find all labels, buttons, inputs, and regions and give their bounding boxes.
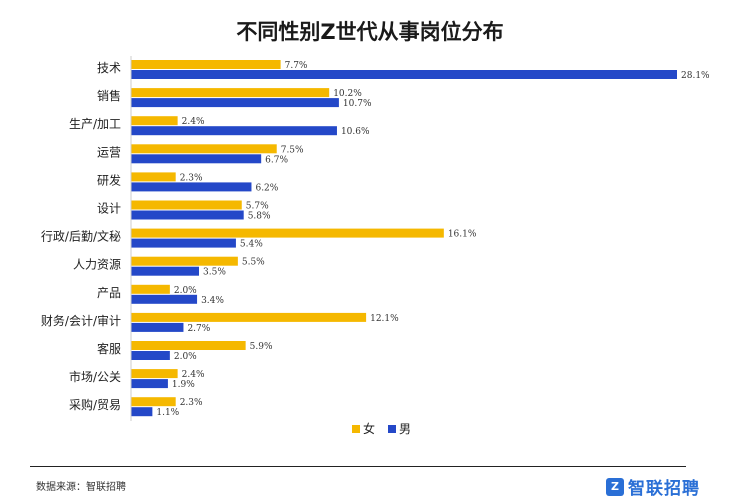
bar-male <box>131 182 252 192</box>
brand-logo: Z 智联招聘 <box>606 474 700 499</box>
data-label: 5.5% <box>242 258 265 268</box>
category-label: 技术 <box>97 61 121 75</box>
data-source-note: 数据来源：智联招聘 <box>36 482 126 493</box>
data-label: 3.5% <box>203 268 226 278</box>
legend-label: 男 <box>399 422 411 436</box>
data-label: 2.0% <box>174 352 197 362</box>
bar-series <box>131 60 677 417</box>
category-label: 产品 <box>97 286 121 300</box>
legend-swatch-female <box>352 425 360 433</box>
data-label: 2.7% <box>187 324 210 334</box>
data-label: 5.8% <box>248 212 271 222</box>
data-label: 10.6% <box>341 127 370 137</box>
bar-male <box>131 294 198 304</box>
data-label: 10.2% <box>333 89 362 99</box>
data-label: 2.4% <box>182 370 205 380</box>
data-label: 5.4% <box>240 240 263 250</box>
bar-female <box>131 228 444 238</box>
category-label: 客服 <box>97 341 121 356</box>
bar-male <box>131 98 339 108</box>
data-label: 2.4% <box>182 117 205 127</box>
bar-female <box>131 88 330 98</box>
bar-female <box>131 397 176 407</box>
bar-female <box>131 312 367 322</box>
bar-female <box>131 144 277 154</box>
brand-name: 智联招聘 <box>628 479 700 499</box>
category-label: 运营 <box>97 145 121 159</box>
data-label: 5.9% <box>250 342 273 352</box>
legend-swatch-male <box>388 425 396 433</box>
value-labels: 7.7% 28.1% 10.2%10.7% 2.4% 10.6% 7.5%6.7% 2.3%… <box>156 61 710 418</box>
category-label: 行政/后勤/文秘 <box>41 229 121 244</box>
data-label: 2.3% <box>180 398 203 408</box>
data-label: 10.7% <box>343 99 372 109</box>
data-label: 12.1% <box>370 314 399 324</box>
bar-male <box>131 266 200 276</box>
bar-male <box>131 126 337 136</box>
bar-male <box>131 379 168 389</box>
bar-female <box>131 116 178 126</box>
data-label: 6.7% <box>265 155 288 165</box>
bar-female <box>131 172 176 182</box>
category-label: 销售 <box>97 88 121 103</box>
bar-female <box>131 60 281 69</box>
data-label: 5.7% <box>246 202 269 212</box>
bar-chart: 技术销售生产/加工运营研发设计行政/后勤/文秘人力资源产品财务/会计/审计客服市… <box>41 56 710 436</box>
category-label: 设计 <box>97 202 121 216</box>
chart-title: 不同性别Z世代从事岗位分布 <box>236 20 504 44</box>
bar-male <box>131 407 153 417</box>
category-label: 研发 <box>97 172 121 187</box>
bar-male <box>131 70 677 79</box>
bar-female <box>131 200 242 210</box>
category-label: 市场/公关 <box>69 369 121 384</box>
category-label: 人力资源 <box>73 258 121 272</box>
bar-male <box>131 351 170 360</box>
bar-female <box>131 341 246 350</box>
bar-female <box>131 284 170 294</box>
legend: 女男 <box>352 421 411 436</box>
category-label: 采购/贸易 <box>69 397 121 412</box>
footer-divider <box>30 466 686 467</box>
data-label: 2.3% <box>180 173 203 183</box>
brand-icon: Z <box>606 477 624 496</box>
category-label: 财务/会计/审计 <box>41 313 121 328</box>
bar-female <box>131 369 178 379</box>
bar-male <box>131 210 244 220</box>
bar-male <box>131 322 184 332</box>
data-label: 1.1% <box>156 408 179 418</box>
bar-male <box>131 154 262 164</box>
data-label: 16.1% <box>448 230 477 240</box>
data-label: 3.4% <box>201 296 224 306</box>
data-label: 7.5% <box>281 145 304 155</box>
data-label: 28.1% <box>681 71 710 81</box>
data-label: 7.7% <box>285 61 308 71</box>
category-label: 生产/加工 <box>69 117 121 131</box>
category-labels: 技术销售生产/加工运营研发设计行政/后勤/文秘人力资源产品财务/会计/审计客服市… <box>41 61 121 412</box>
data-label: 1.9% <box>172 380 195 390</box>
data-label: 2.0% <box>174 286 197 296</box>
bar-male <box>131 238 236 248</box>
bar-female <box>131 256 238 266</box>
data-label: 6.2% <box>255 183 278 193</box>
legend-label: 女 <box>363 421 375 436</box>
